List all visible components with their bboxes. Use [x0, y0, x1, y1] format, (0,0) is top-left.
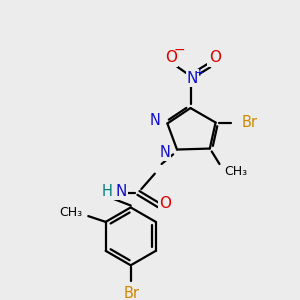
Text: N: N [159, 145, 170, 160]
Text: −: − [173, 43, 185, 57]
Text: CH₃: CH₃ [224, 165, 248, 178]
Text: Br: Br [242, 115, 257, 130]
Text: +: + [195, 66, 205, 79]
Text: H: H [101, 184, 112, 199]
Text: O: O [208, 50, 220, 65]
Text: O: O [165, 50, 177, 65]
Text: N: N [187, 70, 198, 86]
Text: CH₃: CH₃ [59, 206, 83, 219]
Text: O: O [159, 196, 171, 211]
Text: N: N [150, 113, 160, 128]
Text: N: N [116, 184, 127, 199]
Text: Br: Br [124, 286, 140, 300]
